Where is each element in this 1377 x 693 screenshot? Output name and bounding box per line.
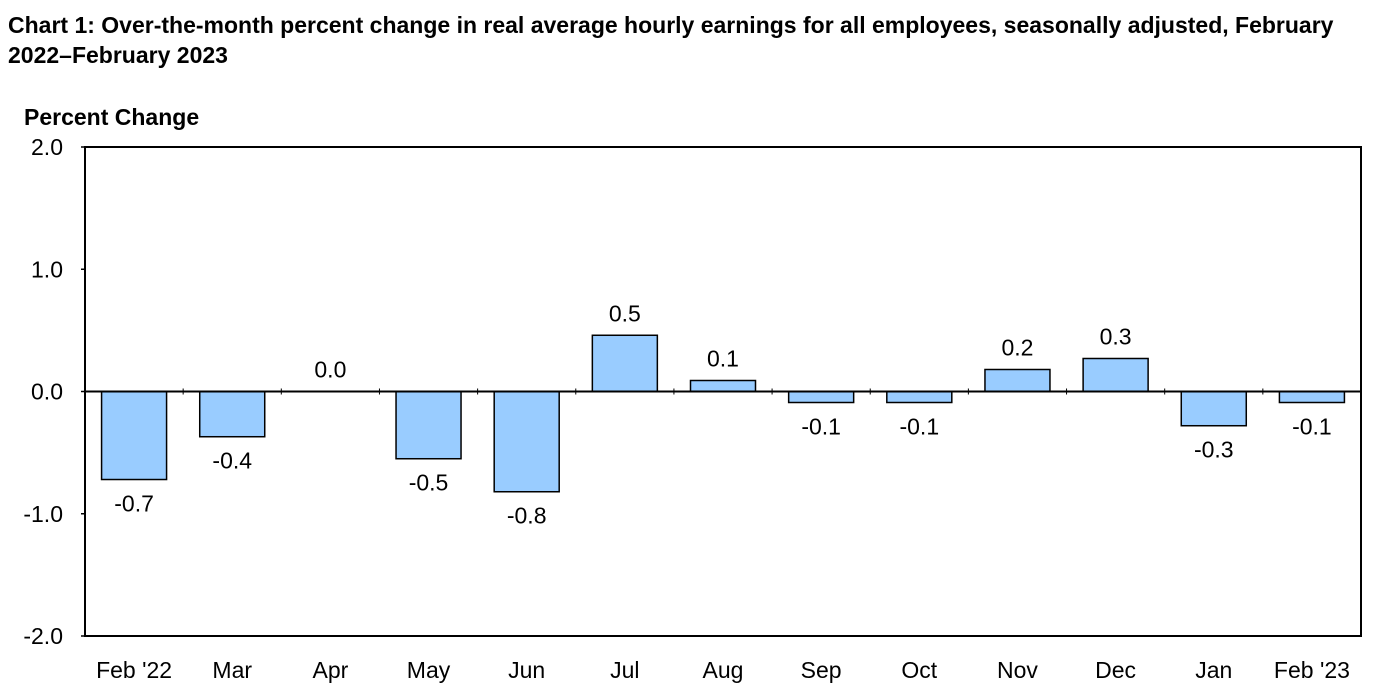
bar	[395, 390, 462, 460]
data-labels: -0.7 -0.4 0.0 -0.5 -0.8 0.5 0.1 -0.1 -0.1 0.2 0.3 -…	[114, 300, 1331, 528]
data-label: -0.7	[114, 491, 154, 517]
x-tick-label: May	[407, 657, 451, 683]
bar	[1278, 390, 1346, 404]
y-axis-title: Percent Change	[24, 104, 199, 130]
y-tick-label: 2.0	[31, 134, 63, 160]
bars	[100, 334, 1346, 493]
bar	[984, 368, 1051, 393]
x-tick-label: Oct	[901, 657, 937, 683]
y-axis-ticks: 2.0 1.0 0.0 -1.0 -2.0	[23, 134, 1264, 649]
y-tick-label: 1.0	[31, 256, 63, 282]
x-tick-label: Nov	[997, 657, 1038, 683]
y-tick-label: -2.0	[23, 623, 63, 649]
bar	[689, 379, 757, 393]
x-tick-label: Jun	[508, 657, 545, 683]
data-label: 0.5	[609, 300, 641, 326]
x-axis-tick-labels: Feb '22 Mar Apr May Jun Jul Aug Sep Oct Nov Dec Jan…	[96, 657, 1350, 683]
bar	[787, 390, 855, 404]
y-tick-label: -1.0	[23, 501, 63, 527]
data-label: -0.8	[507, 503, 547, 529]
x-tick-label: Feb '22	[96, 657, 172, 683]
bar	[493, 390, 560, 493]
data-label: -0.4	[212, 448, 252, 474]
data-label: 0.2	[1001, 334, 1033, 360]
x-tick-label: Feb '23	[1274, 657, 1350, 683]
x-tick-label: Sep	[801, 657, 842, 683]
y-tick-label: 0.0	[31, 379, 63, 405]
bar	[1180, 390, 1248, 427]
x-tick-label: Aug	[703, 657, 744, 683]
bar	[886, 390, 953, 404]
x-tick-label: Jan	[1195, 657, 1232, 683]
data-label: -0.1	[801, 414, 841, 440]
data-label: -0.1	[899, 414, 939, 440]
x-tick-label: Jul	[610, 657, 639, 683]
data-label: -0.1	[1292, 414, 1332, 440]
bar	[100, 390, 168, 481]
bar	[198, 390, 266, 438]
data-label: 0.3	[1100, 323, 1132, 349]
bar	[591, 334, 659, 393]
data-label: 0.0	[314, 357, 346, 383]
x-tick-label: Dec	[1095, 657, 1136, 683]
bar	[1082, 357, 1149, 393]
chart-title: Chart 1: Over-the-month percent change i…	[8, 12, 1334, 68]
data-label: -0.3	[1194, 437, 1234, 463]
data-label: -0.5	[409, 470, 449, 496]
x-tick-label: Mar	[212, 657, 252, 683]
data-label: 0.1	[707, 345, 739, 371]
x-tick-label: Apr	[312, 657, 348, 683]
